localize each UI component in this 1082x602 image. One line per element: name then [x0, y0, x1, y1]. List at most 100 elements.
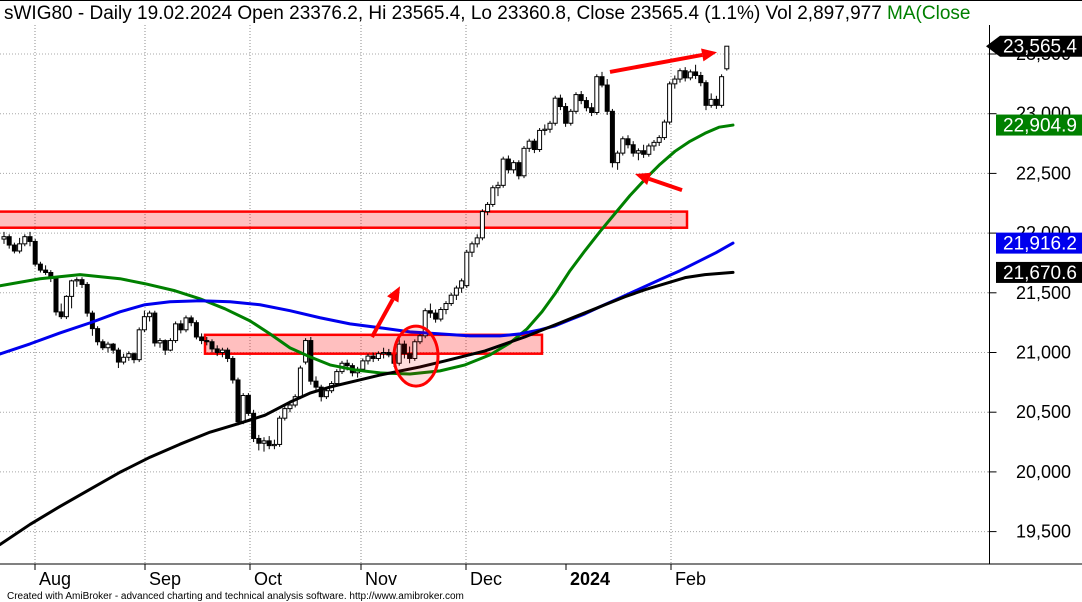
- candle: [594, 74, 600, 115]
- candle-body: [100, 341, 106, 349]
- x-tick-label: Nov: [365, 569, 397, 589]
- candle: [495, 181, 501, 197]
- candle: [22, 234, 28, 247]
- candle: [256, 434, 262, 451]
- candle-body: [453, 287, 459, 296]
- candle: [323, 388, 329, 400]
- candle: [100, 339, 106, 351]
- candle-body: [261, 440, 267, 444]
- candle: [69, 279, 75, 309]
- candle-body: [719, 76, 725, 106]
- candle: [615, 150, 621, 170]
- candle: [677, 68, 683, 83]
- x-tick-label: Dec: [470, 569, 502, 589]
- candle: [464, 249, 470, 289]
- MA-black-slow: [0, 270, 735, 546]
- ma-green-value-callout: [996, 114, 1082, 136]
- candle: [251, 409, 257, 443]
- candle: [448, 292, 454, 306]
- candle: [589, 102, 595, 117]
- ma-blue-value-callout: [996, 232, 1082, 254]
- ma-black-value-callout-text: 21,670.6: [1003, 263, 1077, 284]
- candle: [386, 348, 392, 358]
- candle: [485, 202, 491, 216]
- candle: [557, 94, 563, 111]
- candle-body: [214, 348, 220, 353]
- candle: [214, 345, 220, 357]
- candle: [178, 320, 184, 334]
- candle: [563, 102, 569, 127]
- candle-body: [583, 100, 589, 109]
- candle: [157, 338, 163, 348]
- candle-body: [131, 353, 137, 361]
- ma-black-value-callout: [996, 261, 1082, 283]
- candle: [719, 74, 725, 108]
- candle: [490, 185, 496, 207]
- candle-body: [552, 97, 558, 124]
- candle-body: [672, 78, 678, 85]
- candle-body: [235, 379, 241, 423]
- candle-body: [193, 322, 199, 338]
- candle: [141, 310, 147, 333]
- candle-body: [459, 280, 465, 289]
- candle-body: [375, 353, 381, 359]
- candle-body: [537, 129, 543, 151]
- candle-body: [313, 380, 319, 388]
- candle-body: [240, 394, 246, 423]
- x-tick-label: Sep: [149, 569, 181, 589]
- annotations-layer: [370, 48, 717, 388]
- candle-body: [656, 137, 662, 143]
- candle-body: [500, 158, 506, 186]
- candle-body: [609, 110, 615, 164]
- candle: [245, 393, 251, 416]
- candle: [573, 92, 579, 114]
- candle: [708, 93, 714, 108]
- candle-body: [542, 128, 548, 131]
- candle-body: [646, 145, 652, 155]
- candle: [136, 327, 142, 363]
- candle: [656, 135, 662, 146]
- candle: [204, 336, 210, 346]
- candle: [526, 138, 532, 152]
- candle-body: [344, 362, 350, 367]
- candle: [635, 148, 641, 161]
- candle-body: [183, 317, 189, 331]
- candle: [651, 139, 657, 151]
- x-tick-label: Oct: [254, 569, 282, 589]
- candle-body: [485, 203, 491, 213]
- candle-body: [136, 329, 142, 361]
- candle: [552, 95, 558, 126]
- candle: [401, 340, 407, 359]
- arrow-pullback: [648, 176, 683, 193]
- candle: [625, 135, 631, 149]
- candle: [505, 155, 511, 174]
- candle: [173, 321, 179, 343]
- candle-body: [630, 144, 636, 154]
- candle-body: [277, 417, 283, 445]
- candle-body: [43, 269, 49, 274]
- price-callouts-layer: 23,565.4 22,904.9 21,916.2 21,670.6: [986, 35, 1082, 284]
- candle-body: [360, 360, 366, 370]
- y-tick-label: 21,500: [1016, 283, 1071, 303]
- candle-body: [448, 294, 454, 305]
- candle: [542, 124, 548, 136]
- candle: [199, 333, 205, 345]
- y-tick-label: 20,000: [1016, 462, 1071, 482]
- candle-body: [219, 349, 225, 353]
- candle: [687, 69, 693, 81]
- candle-body: [287, 404, 293, 410]
- candle: [79, 277, 85, 289]
- arrow-base-up: [370, 298, 395, 338]
- candle: [537, 128, 543, 152]
- candle-body: [141, 316, 147, 331]
- candle: [11, 242, 17, 254]
- candle-body: [230, 357, 236, 381]
- candle-body: [251, 412, 257, 439]
- candle: [511, 160, 517, 174]
- candle-body: [225, 349, 231, 359]
- candle: [609, 108, 615, 168]
- candle-body: [69, 280, 75, 297]
- candle-body: [37, 263, 43, 271]
- candle: [126, 351, 132, 361]
